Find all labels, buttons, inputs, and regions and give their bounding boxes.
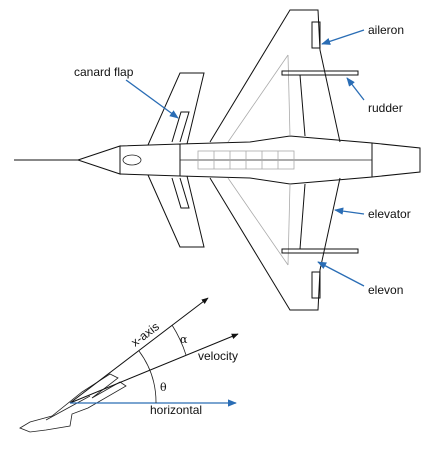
aileron-upper bbox=[311, 21, 321, 49]
wing-lower bbox=[209, 177, 341, 311]
nose-cone bbox=[76, 145, 121, 175]
rudder-arrow bbox=[346, 77, 365, 101]
alpha-symbol: α bbox=[180, 333, 188, 346]
internal-bay bbox=[197, 150, 295, 170]
wing-upper-rib bbox=[287, 54, 291, 137]
nozzle bbox=[371, 142, 421, 178]
velocity-vector bbox=[69, 333, 239, 404]
elevator-lower-hinge bbox=[299, 183, 306, 250]
horizontal-label: horizontal bbox=[150, 403, 202, 417]
canard-upper bbox=[147, 72, 205, 146]
canard-flap-label: canard flap bbox=[74, 65, 134, 79]
forward-fuselage bbox=[119, 143, 181, 177]
aileron-arrow bbox=[321, 29, 365, 45]
aileron-label: aileron bbox=[368, 23, 404, 37]
elevon-lower bbox=[311, 271, 321, 299]
velocity-label: velocity bbox=[198, 349, 238, 363]
canard-lower bbox=[147, 174, 205, 248]
wing-upper-spar bbox=[227, 54, 289, 143]
theta-symbol: θ bbox=[160, 381, 167, 394]
wing-lower-spar bbox=[227, 177, 289, 266]
theta-arc bbox=[138, 350, 157, 404]
canard-flap-arrow bbox=[125, 79, 179, 119]
wing-upper bbox=[209, 9, 341, 143]
canard-flap-lower bbox=[171, 177, 190, 209]
elevator-upper-hinge bbox=[299, 74, 306, 137]
callouts: aileron rudder canard flap elevator elev… bbox=[74, 23, 411, 297]
angle-diagram: x-axis velocity horizontal α θ bbox=[19, 297, 239, 433]
rudder-label: rudder bbox=[368, 101, 403, 115]
alpha-arc bbox=[171, 324, 187, 356]
elevon-label: elevon bbox=[368, 283, 403, 297]
x-axis-vector bbox=[69, 297, 209, 404]
x-axis-label: x-axis bbox=[128, 319, 161, 349]
canard-flap-upper bbox=[171, 111, 190, 143]
rudder-upper bbox=[281, 70, 359, 76]
side-view-fuselage-line bbox=[45, 395, 91, 421]
aircraft-top-view bbox=[14, 9, 421, 311]
elevator-arrow bbox=[334, 207, 365, 215]
canopy bbox=[122, 154, 142, 166]
rudder-lower bbox=[281, 248, 359, 254]
elevator-label: elevator bbox=[368, 207, 411, 221]
wing-lower-rib bbox=[287, 183, 291, 266]
elevon-arrow bbox=[317, 261, 365, 287]
